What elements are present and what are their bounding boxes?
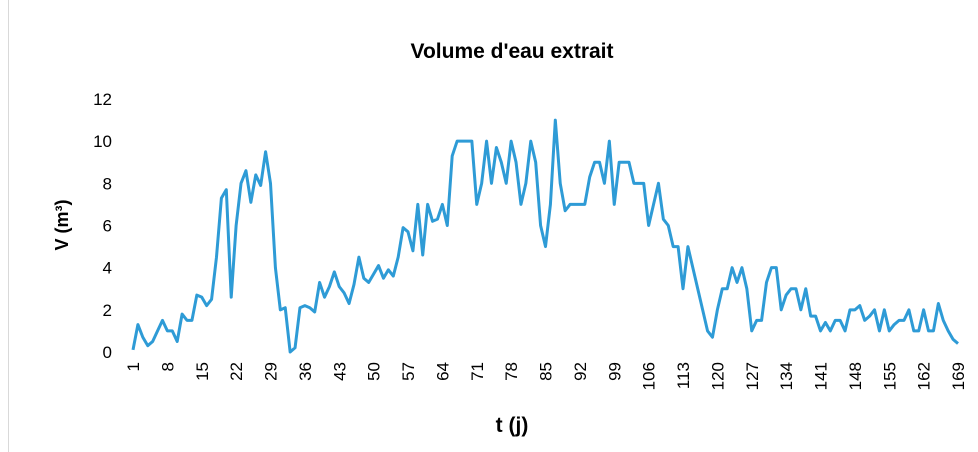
x-tick-label: 64 (433, 362, 452, 381)
y-tick-label: 8 (103, 174, 112, 193)
x-tick-label: 1 (124, 362, 143, 371)
x-tick-label: 15 (193, 362, 212, 381)
y-tick-label: 6 (103, 217, 112, 236)
x-tick-label: 43 (330, 362, 349, 381)
x-tick-label: 29 (262, 362, 281, 381)
x-tick-label: 148 (846, 362, 865, 390)
x-tick-label: 57 (399, 362, 418, 381)
x-tick-label: 8 (158, 362, 177, 371)
x-tick-label: 36 (296, 362, 315, 381)
x-tick-label: 162 (915, 362, 934, 390)
x-tick-label: 78 (502, 362, 521, 381)
x-tick-label: 120 (708, 362, 727, 390)
y-tick-label: 2 (103, 301, 112, 320)
x-tick-label: 113 (674, 362, 693, 389)
chart-title: Volume d'eau extrait (411, 40, 614, 63)
x-tick-label: 71 (468, 362, 487, 381)
x-tick-label: 127 (743, 362, 762, 390)
x-tick-label: 85 (537, 362, 556, 381)
x-tick-label: 92 (571, 362, 590, 381)
x-tick-label: 22 (227, 362, 246, 381)
y-tick-label: 0 (103, 343, 112, 362)
y-axis-label: V (m³) (52, 200, 72, 251)
x-tick-label: 155 (880, 362, 899, 390)
x-axis-label: t (j) (496, 414, 529, 437)
x-tick-label: 50 (365, 362, 384, 381)
x-tick-label: 106 (640, 362, 659, 390)
y-tick-label: 12 (93, 90, 112, 109)
x-tick-label: 169 (949, 362, 968, 390)
x-tick-label: 134 (777, 362, 796, 390)
line-series (131, 118, 959, 354)
x-tick-label: 99 (605, 362, 624, 381)
x-tick-label: 141 (812, 362, 831, 390)
y-tick-label: 4 (103, 259, 112, 278)
y-tick-label: 10 (93, 132, 112, 151)
